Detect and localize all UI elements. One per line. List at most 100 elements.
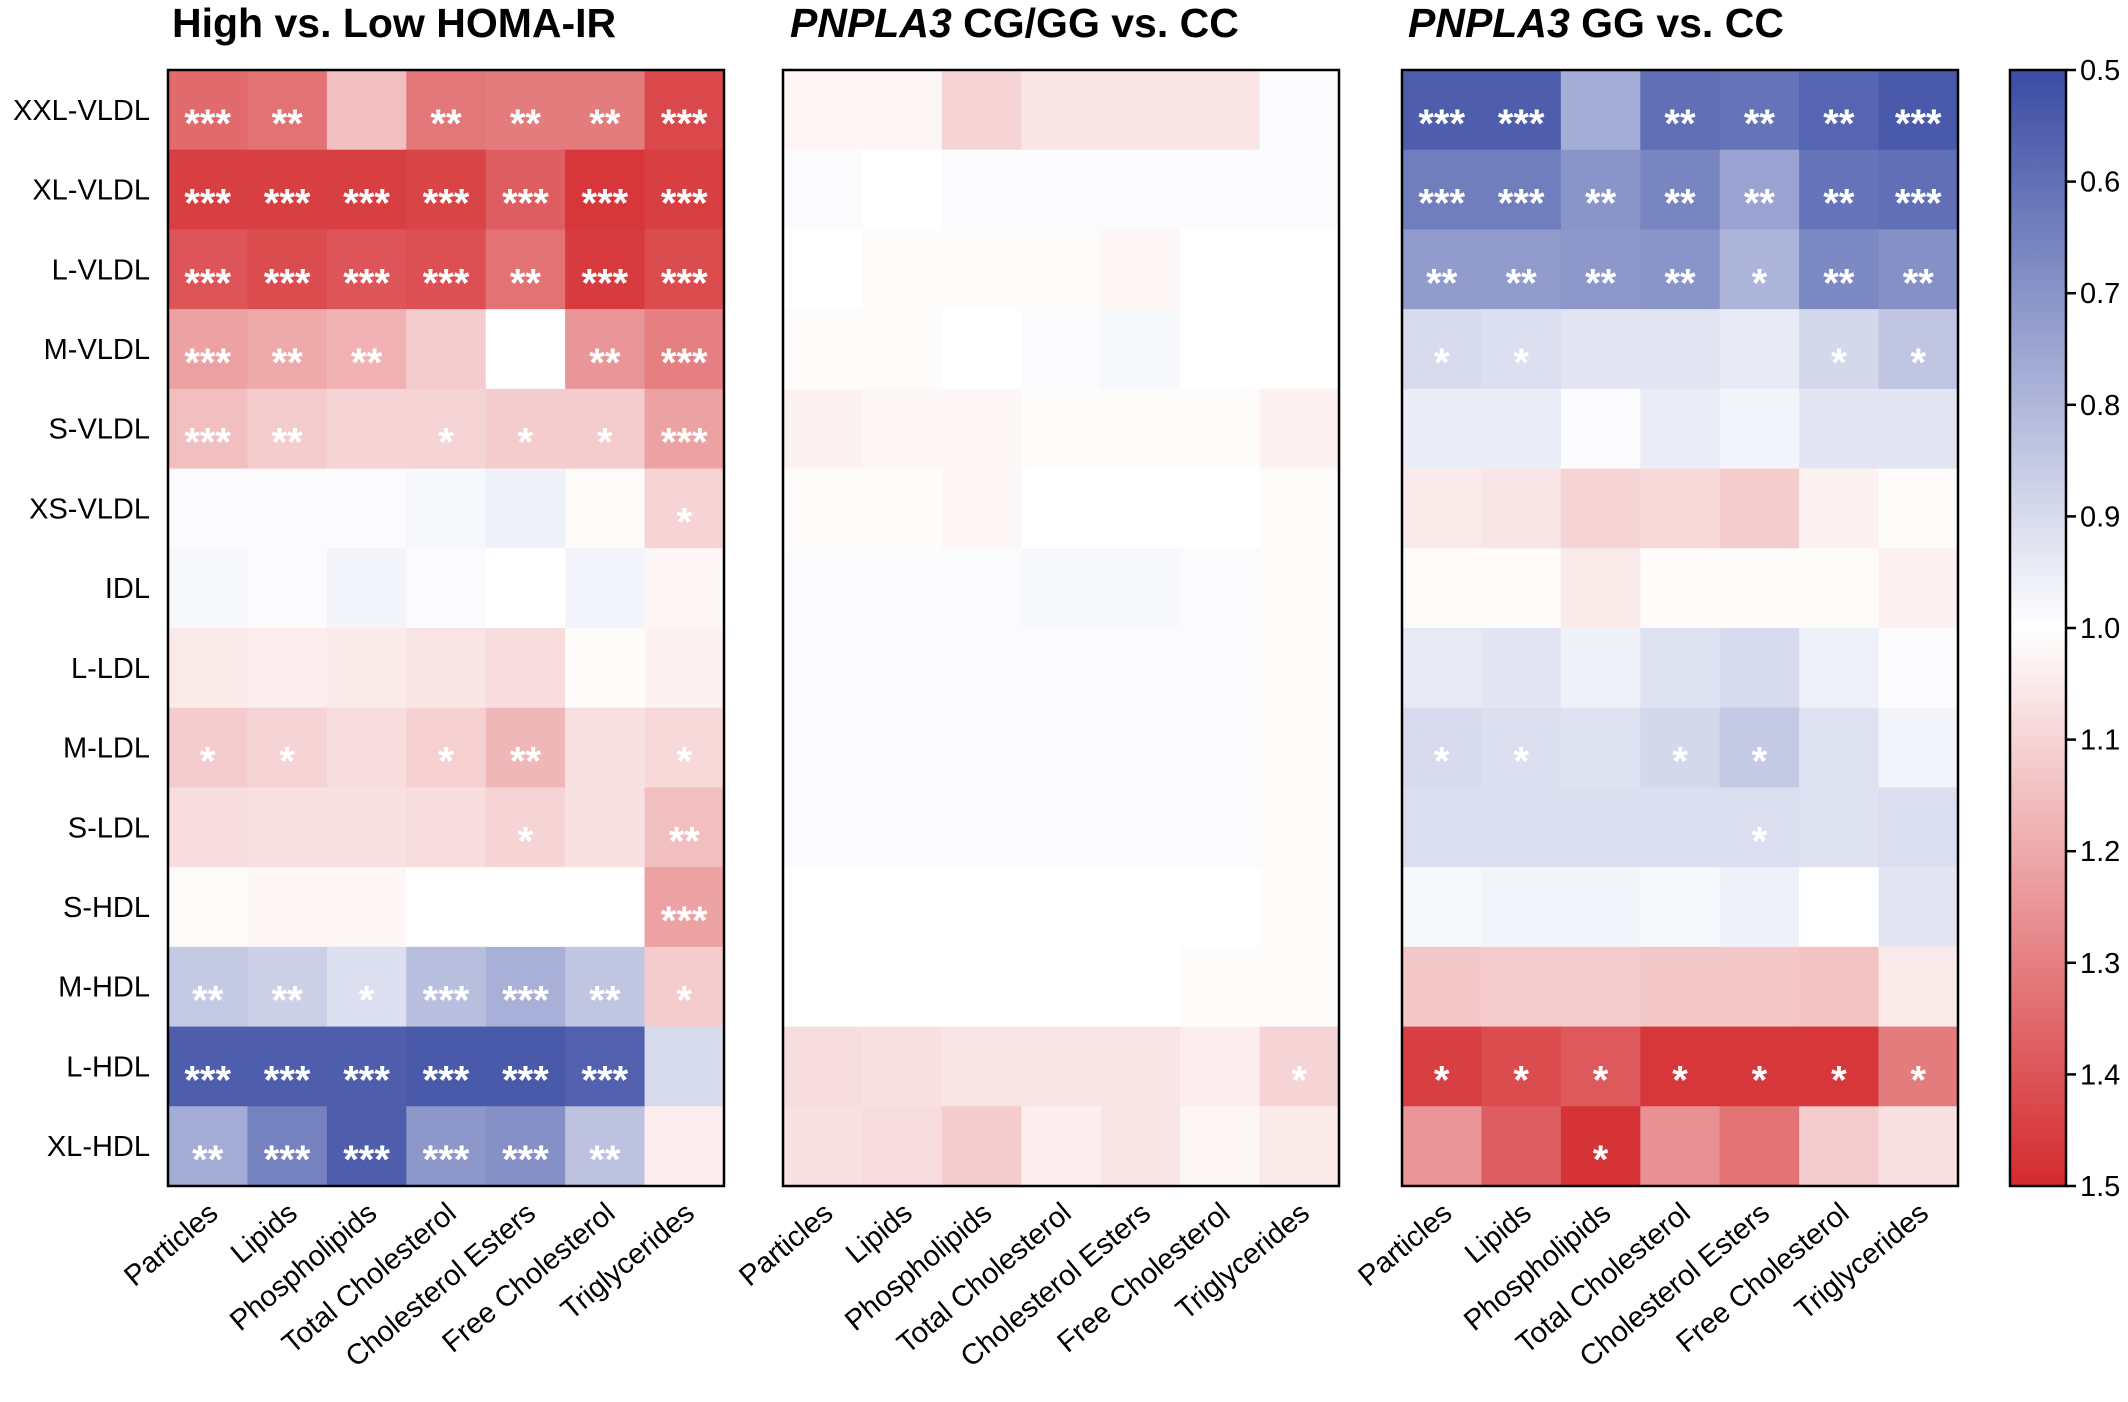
heatmap-cell: [1259, 1106, 1340, 1187]
heatmap-cell: [1560, 628, 1641, 709]
significance-stars: *: [1672, 1058, 1688, 1102]
heatmap-cell: [1259, 787, 1340, 868]
heatmap-cell: [326, 309, 407, 390]
heatmap-cell: [1021, 946, 1102, 1028]
heatmap-cell: [406, 229, 487, 310]
heatmap-cell: [644, 229, 725, 310]
heatmap-cell: [644, 149, 725, 231]
heatmap-cell: [1719, 628, 1800, 709]
significance-stars: **: [1426, 261, 1458, 305]
heatmap-cell: [1878, 1026, 1959, 1107]
heatmap-cell: [644, 946, 725, 1028]
heatmap-cell: [1259, 867, 1340, 948]
colorbar-ticks: 0.5 0.6 0.7 0.8 0.9 1.0 1.1 1.2 1.3 1.4 1.5: [2066, 55, 2120, 1203]
colorbar-tick-label: 1.4: [2080, 1059, 2120, 1091]
heatmap-cell: [644, 707, 725, 789]
heatmap-cell: [1259, 1026, 1340, 1107]
significance-stars: *: [597, 421, 613, 465]
significance-stars: ***: [502, 1138, 549, 1182]
heatmap-cell: [783, 1106, 864, 1187]
heatmap-cell: [1100, 707, 1181, 789]
heatmap-cell: [1799, 1106, 1880, 1187]
heatmap-cell: [406, 468, 487, 549]
heatmap-cell: [1799, 70, 1880, 151]
heatmap-cell: [485, 229, 566, 310]
heatmap-cell: [247, 1106, 328, 1187]
heatmap-cell: [1719, 468, 1800, 549]
heatmap-cell: [1180, 628, 1261, 709]
heatmap-cell: [326, 468, 407, 549]
heatmap-cell: [1719, 388, 1800, 470]
significance-stars: ***: [582, 261, 629, 305]
heatmap-cell: [1100, 867, 1181, 948]
heatmap-cell: [1100, 946, 1181, 1028]
significance-stars: ***: [184, 261, 231, 305]
row-label: S-VLDL: [48, 414, 150, 446]
heatmap-cell: [941, 1106, 1022, 1187]
heatmap-cell: [1799, 1026, 1880, 1107]
heatmap-cell: [1878, 229, 1959, 310]
heatmap-cell: [1100, 149, 1181, 231]
heatmap-panel-pnpla3-gg: *** *** ** ** ** ****** *** ** ** ** ** ***** ** ** **…: [1352, 68, 1960, 1374]
colorbar: 0.5 0.6 0.7 0.8 0.9 1.0 1.1 1.2 1.3 1.4 1.5: [2008, 55, 2120, 1203]
heatmap-cell: [485, 1106, 566, 1187]
heatmap-cell: [783, 628, 864, 709]
heatmap-panel-homa-ir: *** ** ** ** ** ****** *** *** *** *** *** ****** **…: [118, 68, 726, 1374]
heatmap-cell: [326, 867, 407, 948]
heatmap-cell: [1560, 707, 1641, 789]
heatmap-cell: [862, 707, 943, 789]
heatmap-cell: [168, 229, 249, 310]
heatmap-cell: [862, 1026, 943, 1107]
heatmap-cell: [1100, 1106, 1181, 1187]
heatmap-cell: [1799, 309, 1880, 390]
heatmap-cell: [247, 229, 328, 310]
significance-stars: **: [272, 979, 304, 1023]
heatmap-cell: [168, 1026, 249, 1107]
heatmap-cell: [1719, 946, 1800, 1028]
colorbar-gradient: [2008, 68, 2068, 1188]
significance-stars: ***: [184, 102, 231, 146]
heatmap-cell: [1799, 946, 1880, 1028]
significance-stars: **: [1506, 261, 1538, 305]
heatmap-cell: [941, 309, 1022, 390]
significance-stars: **: [1664, 102, 1696, 146]
heatmap-cell: [1402, 149, 1483, 231]
significance-stars: **: [510, 102, 542, 146]
heatmap-cell: [565, 628, 646, 709]
heatmap-cell: [247, 70, 328, 151]
heatmap-cell: [862, 1106, 943, 1187]
heatmap-cell: [644, 468, 725, 549]
significance-stars: ***: [264, 1138, 311, 1182]
heatmap-cell: [1719, 309, 1800, 390]
heatmap-cell: [1180, 548, 1261, 629]
significance-stars: ***: [661, 421, 708, 465]
heatmap-cell: [1878, 388, 1959, 470]
heatmap-cell: [1259, 468, 1340, 549]
heatmap-cell: [168, 548, 249, 629]
heatmap-cell: [1481, 946, 1562, 1028]
significance-stars: ***: [184, 341, 231, 385]
heatmap-cell: [1180, 707, 1261, 789]
heatmap-cell: [168, 468, 249, 549]
heatmap-cell: [1180, 309, 1261, 390]
heatmap-cell: [783, 468, 864, 549]
heatmap-cell: [1878, 548, 1959, 629]
heatmap-cell: [1560, 787, 1641, 868]
significance-stars: *: [438, 421, 454, 465]
heatmap-cell: [1021, 149, 1102, 231]
heatmap-cell: [1560, 1026, 1641, 1107]
heatmap-cell: [783, 787, 864, 868]
significance-stars: **: [272, 102, 304, 146]
heatmap-cell: [783, 388, 864, 470]
heatmap-cell: [1481, 548, 1562, 629]
heatmap-cell: [941, 1026, 1022, 1107]
heatmap-cell: [1719, 70, 1800, 151]
heatmap-cell: [1402, 787, 1483, 868]
row-label: XXL-VLDL: [13, 95, 150, 127]
heatmap-cell: [1100, 548, 1181, 629]
significance-stars: *: [1752, 261, 1768, 305]
heatmap-cell: [783, 867, 864, 948]
heatmap-cell: [168, 70, 249, 151]
colorbar-tick-label: 0.6: [2080, 167, 2120, 199]
heatmap-cell: [1180, 1026, 1261, 1107]
